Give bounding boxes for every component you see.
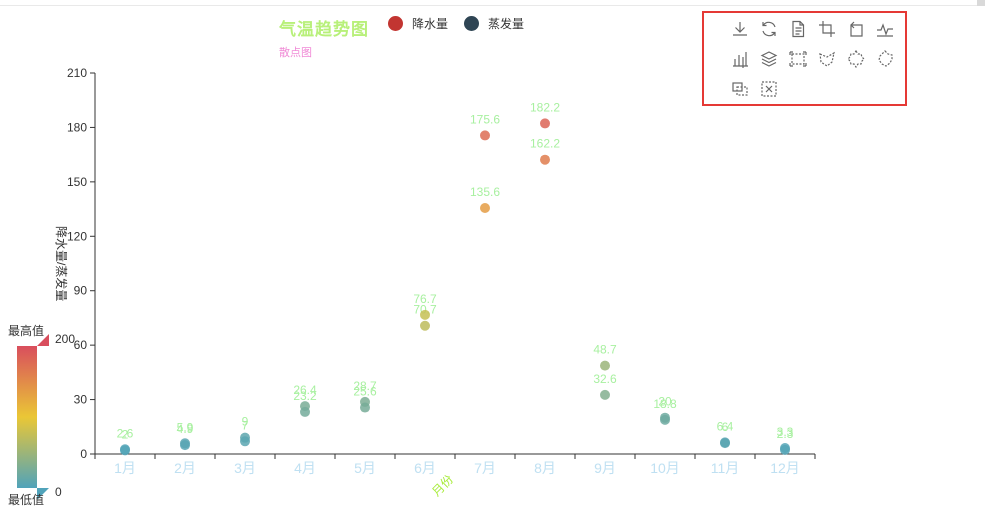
chart-subtitle: 散点图 [279, 47, 312, 59]
data-label: 6 [722, 420, 729, 434]
visual-map-max-value: 200 [55, 332, 76, 346]
data-view-icon[interactable] [788, 19, 808, 39]
x-tick-label: 1月 [114, 460, 136, 476]
data-label: 9 [242, 415, 249, 429]
scatter-point [540, 154, 550, 165]
x-tick-label: 3月 [234, 460, 256, 476]
refresh-icon[interactable] [759, 19, 779, 39]
scrollbar-corner[interactable] [977, 0, 985, 6]
stack-icon[interactable] [759, 49, 779, 69]
y-tick-label: 30 [74, 393, 88, 407]
data-label: 2 [122, 427, 129, 441]
x-tick-label: 4月 [294, 460, 316, 476]
y-tick-label: 90 [74, 284, 88, 298]
x-tick-label: 10月 [650, 460, 680, 476]
y-tick-label: 120 [67, 229, 87, 243]
data-label: 25.6 [353, 385, 377, 399]
scatter-point [300, 406, 310, 417]
scatter-point [180, 440, 190, 451]
x-tick-label: 6月 [414, 460, 436, 476]
y-tick-label: 150 [67, 175, 87, 189]
download-icon[interactable] [730, 19, 750, 39]
legend-dot-rainfall [388, 16, 403, 31]
clear-select-icon[interactable] [875, 49, 895, 69]
y-tick-label: 0 [80, 447, 87, 461]
scatter-point [240, 436, 250, 447]
legend-item-evaporation[interactable]: 蒸发量 [464, 15, 524, 32]
y-tick-label: 210 [67, 66, 87, 80]
y-tick-label: 180 [67, 120, 87, 134]
scatter-point [780, 443, 790, 454]
visual-map-min-value: 0 [55, 485, 62, 499]
data-label: 28.7 [353, 379, 377, 393]
scatter-point [480, 202, 490, 213]
x-axis-label: 月份 [429, 472, 456, 499]
data-label: 3.3 [777, 425, 794, 439]
visual-map-max-text: 最高值 [8, 324, 45, 338]
data-label: 76.7 [413, 292, 437, 306]
scatter-point [420, 309, 430, 320]
visual-map-bar[interactable] [17, 346, 37, 488]
line-chart-icon[interactable] [875, 19, 895, 39]
data-label: 182.2 [530, 100, 560, 114]
data-label: 6.4 [717, 419, 734, 433]
x-tick-label: 12月 [770, 460, 800, 476]
data-label: 4.9 [177, 422, 194, 436]
crop-icon[interactable] [817, 19, 837, 39]
data-label: 48.7 [593, 343, 617, 357]
data-label: 32.6 [593, 372, 617, 386]
chart-title: 气温趋势图 [279, 20, 369, 39]
polygon-select-icon[interactable] [817, 49, 837, 69]
data-label: 175.6 [470, 112, 500, 126]
legend-label-rainfall: 降水量 [412, 17, 449, 31]
scatter-point [540, 118, 550, 129]
data-label: 18.8 [653, 397, 677, 411]
data-label: 2.6 [117, 426, 134, 440]
y-axis-label: 降水量/蒸发量 [54, 226, 69, 301]
data-label: 162.2 [530, 137, 560, 151]
legend: 降水量 蒸发量 [388, 15, 540, 32]
data-label: 2.3 [777, 427, 794, 441]
legend-label-evaporation: 蒸发量 [488, 17, 525, 31]
scatter-point [600, 360, 610, 371]
rect-select-icon[interactable] [788, 49, 808, 69]
zoom-reset-icon[interactable] [759, 79, 779, 99]
scatter-point [120, 445, 130, 456]
x-tick-label: 11月 [711, 460, 740, 476]
x-tick-label: 9月 [594, 460, 616, 476]
scatter-point [360, 402, 370, 413]
data-label: 70.7 [413, 303, 437, 317]
legend-dot-evaporation [464, 16, 480, 31]
scatter-point [480, 130, 490, 141]
x-tick-label: 7月 [474, 460, 496, 476]
keep-select-icon[interactable] [846, 49, 866, 69]
restore-icon[interactable] [846, 19, 866, 39]
data-label: 26.4 [293, 383, 317, 397]
scatter-point [720, 437, 730, 448]
data-label: 135.6 [470, 185, 500, 199]
legend-item-rainfall[interactable]: 降水量 [388, 15, 448, 32]
data-label: 20 [658, 395, 672, 409]
scatter-point [660, 412, 670, 423]
x-tick-label: 5月 [354, 460, 376, 476]
scatter-point [420, 320, 430, 331]
toolbox [702, 11, 907, 106]
scatter-point [600, 389, 610, 400]
data-label: 5.9 [177, 420, 194, 434]
top-border [0, 5, 985, 6]
visual-map-handle-top[interactable] [37, 334, 49, 346]
y-tick-label: 60 [74, 338, 88, 352]
bar-chart-icon[interactable] [730, 49, 750, 69]
x-tick-label: 8月 [534, 460, 556, 476]
data-label: 7 [242, 418, 249, 432]
x-tick-label: 2月 [174, 460, 196, 476]
visual-map-min-text: 最低值 [8, 493, 45, 507]
zoom-icon[interactable] [730, 79, 750, 99]
data-label: 23.2 [293, 389, 317, 403]
